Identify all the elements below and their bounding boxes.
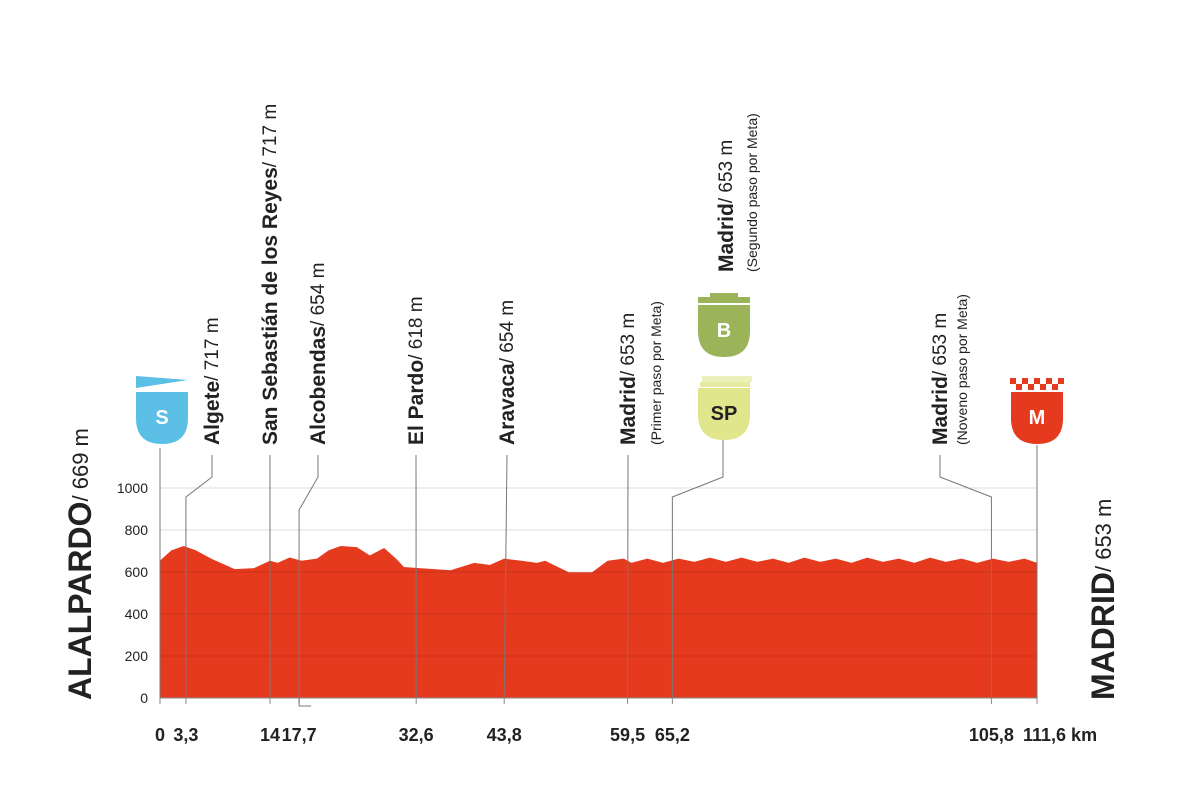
badge-letter: S: [155, 407, 168, 429]
waypoint-note: (Primer paso por Meta): [648, 301, 664, 445]
badge-flag: [136, 376, 188, 388]
waypoint-label-part: San Sebastián de los Reyes: [259, 167, 282, 445]
waypoint-label-part: / 618 m: [406, 296, 427, 359]
badge-letter: B: [717, 320, 731, 342]
badge-check: [1046, 378, 1052, 384]
y-tick-label: 200: [125, 648, 149, 664]
waypoint-label: San Sebastián de los Reyes/ 717 m: [259, 104, 282, 445]
waypoint-label: Madrid/ 653 m: [617, 313, 640, 445]
start-label: ALALPARDO/ 669 m: [62, 428, 98, 700]
badge-shield: [698, 305, 750, 357]
badge-check: [1022, 378, 1028, 384]
leader-line: [939, 455, 992, 698]
waypoint-label-part: / 653 m: [930, 313, 951, 376]
waypoint-label-part: / 717 m: [260, 104, 281, 167]
badge-check: [1016, 384, 1022, 390]
waypoint-label-part: / 717 m: [202, 317, 223, 380]
x-tick-label: 14: [260, 725, 280, 745]
x-tick-label: 32,6: [399, 725, 434, 745]
x-tick-label: 59,5: [610, 725, 645, 745]
x-tick-label: 3,3: [173, 725, 198, 745]
waypoint-label: Madrid/ 653 m: [929, 313, 952, 445]
badge-check: [1034, 378, 1040, 384]
profile-line: [159, 546, 1038, 574]
leader-line: [298, 455, 319, 707]
badge-check: [1052, 384, 1058, 390]
x-tick-label: 43,8: [487, 725, 522, 745]
waypoint-label-part: / 653 m: [716, 140, 737, 203]
badge-shield: [1011, 392, 1063, 444]
waypoint-label-part: / 653 m: [618, 313, 639, 376]
x-tick-label: 105,8: [969, 725, 1014, 745]
waypoint-label: El Pardo/ 618 m: [405, 296, 428, 445]
badge-check: [1028, 384, 1034, 390]
finish-label: MADRID/ 653 m: [1085, 499, 1121, 700]
badge-crown: [698, 293, 750, 303]
x-tick-label: 0: [155, 725, 165, 745]
waypoint-label: Aravaca/ 654 m: [496, 300, 519, 445]
waypoint-label-part: / 654 m: [497, 300, 518, 363]
waypoint-label-part: Alcobendas: [307, 326, 330, 445]
y-tick-label: 600: [125, 564, 149, 580]
waypoint-label: Alcobendas/ 654 m: [307, 263, 330, 445]
badge-sheet: [700, 382, 750, 387]
start-label-part: / 669 m: [68, 428, 93, 501]
badge-letter: M: [1029, 407, 1046, 429]
y-tick-label: 400: [125, 606, 149, 622]
x-tick-label: 17,7: [282, 725, 317, 745]
finish-label-part: / 653 m: [1091, 499, 1116, 572]
waypoint-label-part: El Pardo: [405, 360, 428, 445]
leader-line: [503, 454, 508, 699]
badge-letter: SP: [711, 403, 738, 425]
leader-line: [185, 455, 213, 698]
waypoint-note: (Segundo paso por Meta): [744, 113, 760, 272]
finish-label-part: MADRID: [1085, 572, 1121, 700]
waypoint-note: (Noveno paso por Meta): [954, 294, 970, 445]
badge-shield: [136, 392, 188, 444]
waypoint-label-part: / 654 m: [308, 263, 329, 326]
start-label-part: ALALPARDO: [62, 502, 98, 701]
waypoint-label-part: Madrid: [929, 376, 952, 445]
badge-shield: [698, 388, 750, 440]
y-tick-label: 0: [140, 690, 148, 706]
leader-line: [671, 440, 724, 698]
waypoint-label-part: Aravaca: [496, 363, 519, 445]
badge-check: [1058, 378, 1064, 384]
badge-check: [1010, 378, 1016, 384]
y-tick-label: 1000: [117, 480, 148, 496]
area-fill: [160, 546, 1037, 698]
badge-sheet: [702, 376, 752, 382]
waypoint-label: Algete/ 717 m: [201, 317, 224, 445]
waypoint-label: Madrid/ 653 m: [715, 140, 738, 272]
x-tick-label: 111,6 km: [1023, 725, 1097, 745]
waypoint-label-part: Madrid: [617, 376, 640, 445]
waypoint-label-part: Madrid: [715, 203, 738, 272]
x-tick-label: 65,2: [655, 725, 690, 745]
badge-check: [1040, 384, 1046, 390]
waypoint-label-part: Algete: [201, 381, 224, 445]
y-tick-label: 800: [125, 522, 149, 538]
